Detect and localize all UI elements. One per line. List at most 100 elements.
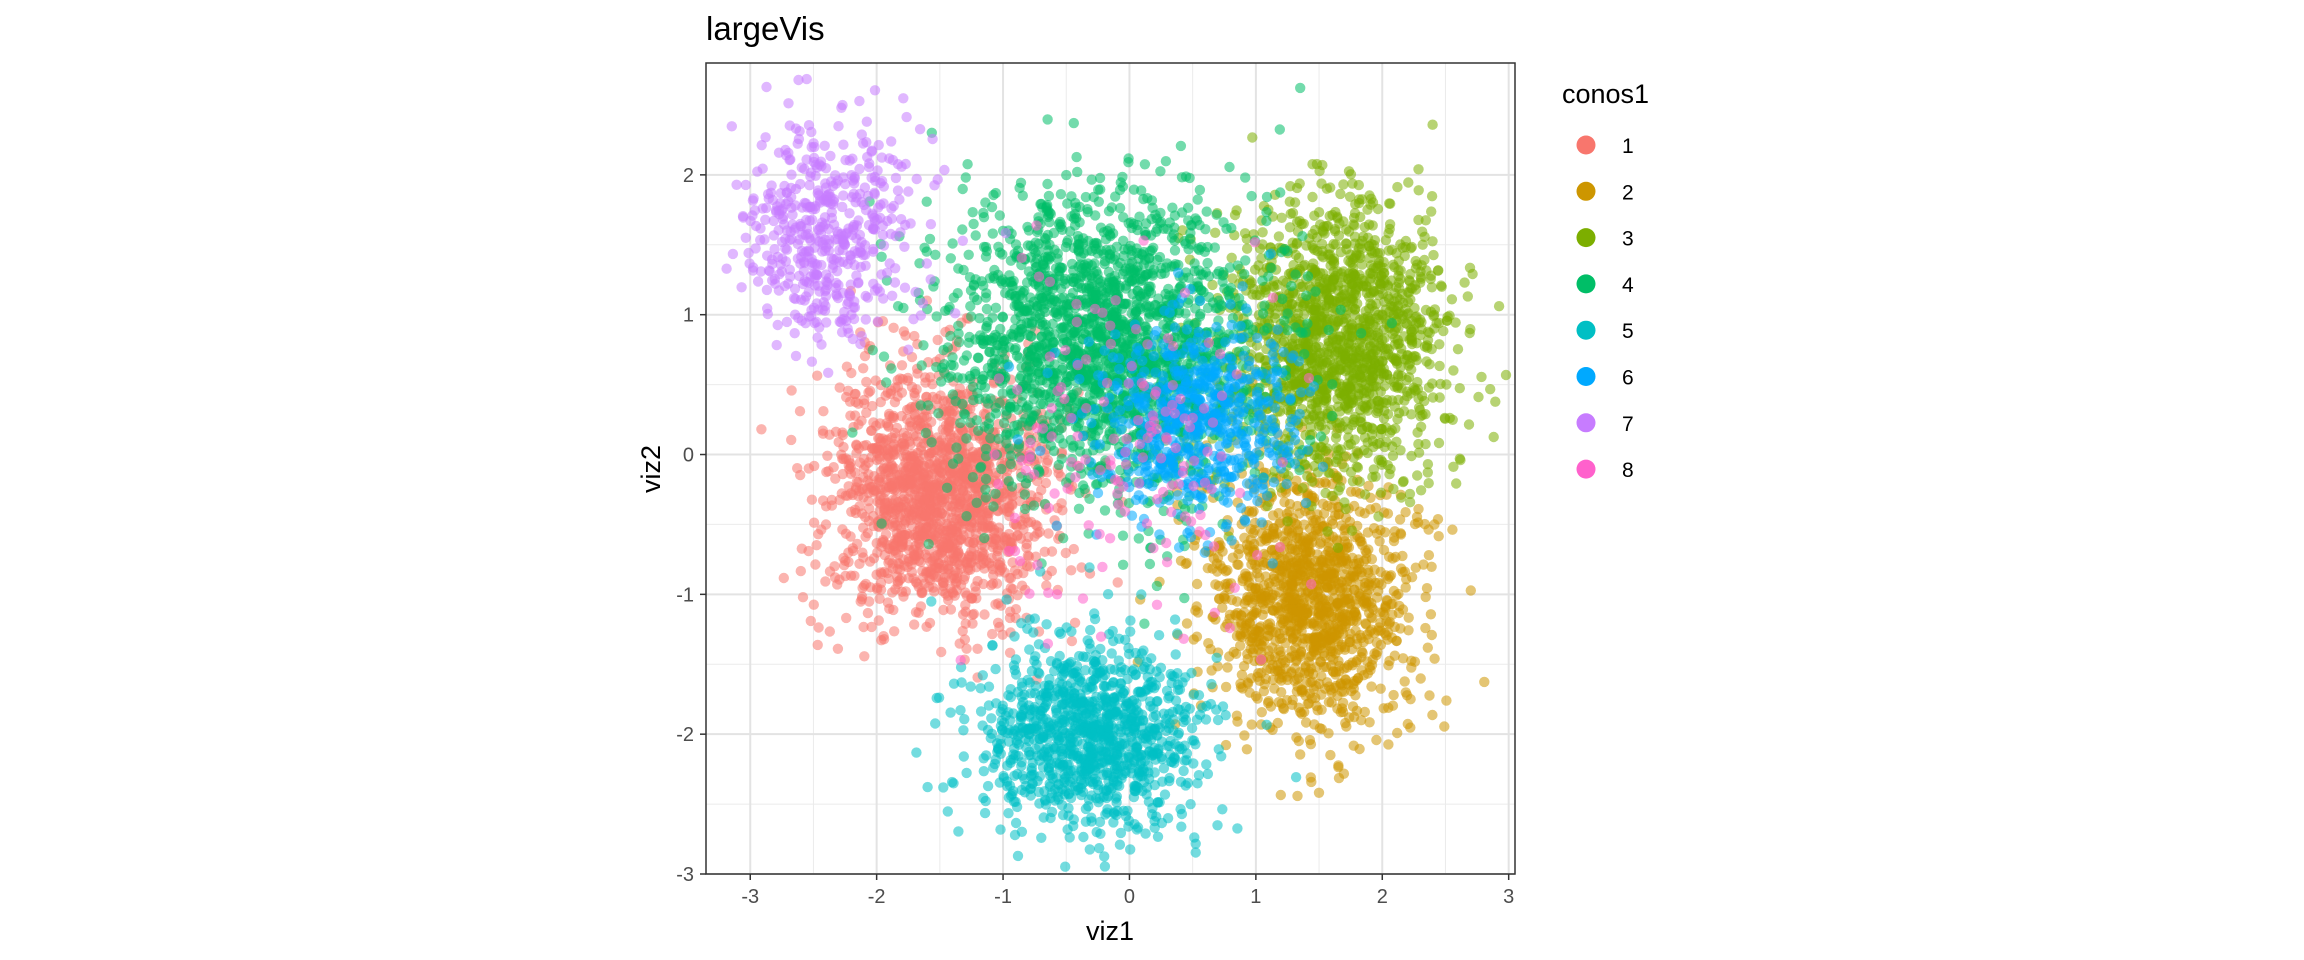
data-point-2 bbox=[1287, 578, 1298, 590]
data-point-1 bbox=[797, 592, 809, 603]
data-point-4 bbox=[1246, 190, 1257, 202]
data-point-4 bbox=[1305, 435, 1316, 446]
data-point-2 bbox=[1479, 676, 1490, 688]
data-point-2 bbox=[1386, 632, 1398, 643]
data-point-2 bbox=[1266, 545, 1278, 556]
data-point-3 bbox=[1330, 370, 1342, 381]
data-point-3 bbox=[1350, 199, 1361, 210]
data-point-2 bbox=[1291, 624, 1302, 635]
data-point-1 bbox=[882, 420, 894, 431]
data-point-1 bbox=[829, 561, 840, 572]
data-point-2 bbox=[1339, 569, 1350, 580]
data-point-1 bbox=[890, 505, 902, 516]
data-point-2 bbox=[1346, 643, 1358, 655]
data-point-3 bbox=[1307, 228, 1318, 240]
data-point-2 bbox=[1336, 639, 1347, 650]
data-point-1 bbox=[953, 547, 964, 559]
data-point-2 bbox=[1330, 629, 1341, 640]
data-point-1 bbox=[979, 609, 990, 620]
data-point-1 bbox=[920, 508, 932, 520]
data-point-3 bbox=[1421, 356, 1432, 367]
data-point-3 bbox=[1366, 193, 1377, 204]
data-point-3 bbox=[1400, 242, 1411, 253]
data-point-1 bbox=[908, 529, 919, 540]
data-point-2 bbox=[1423, 524, 1434, 535]
data-point-1 bbox=[971, 453, 983, 464]
data-point-1 bbox=[899, 491, 910, 502]
data-point-1 bbox=[1002, 506, 1013, 517]
data-point-3 bbox=[1435, 378, 1446, 390]
data-point-3 bbox=[1419, 395, 1430, 407]
data-point-2 bbox=[1358, 636, 1369, 648]
data-point-3 bbox=[1292, 216, 1303, 228]
data-point-2 bbox=[1406, 662, 1417, 673]
data-point-2 bbox=[1244, 687, 1255, 698]
data-point-3 bbox=[1357, 341, 1369, 352]
data-point-1 bbox=[812, 639, 823, 651]
data-point-1 bbox=[949, 467, 960, 478]
data-point-1 bbox=[928, 446, 939, 458]
data-point-2 bbox=[1299, 609, 1310, 620]
data-point-1 bbox=[1005, 606, 1016, 617]
data-point-2 bbox=[1341, 721, 1352, 732]
data-point-3 bbox=[1320, 487, 1331, 499]
data-point-1 bbox=[858, 522, 869, 533]
data-point-3 bbox=[1354, 383, 1365, 394]
data-point-1 bbox=[833, 436, 844, 448]
data-point-1 bbox=[1046, 565, 1058, 577]
data-point-4 bbox=[967, 207, 978, 218]
data-point-2 bbox=[1275, 789, 1287, 801]
data-point-2 bbox=[1308, 618, 1319, 629]
data-point-1 bbox=[923, 581, 935, 592]
data-point-2 bbox=[1332, 597, 1343, 608]
plot-title: largeVis bbox=[706, 10, 825, 47]
data-point-2 bbox=[1304, 651, 1315, 663]
data-point-2 bbox=[1202, 563, 1214, 574]
data-point-2 bbox=[1283, 613, 1294, 624]
data-point-1 bbox=[822, 450, 833, 461]
data-points bbox=[721, 73, 1512, 872]
data-point-3 bbox=[1476, 371, 1487, 383]
data-point-2 bbox=[1385, 598, 1397, 610]
data-point-1 bbox=[829, 572, 841, 583]
data-point-3 bbox=[1364, 303, 1375, 314]
data-point-3 bbox=[1434, 392, 1445, 403]
data-point-3 bbox=[1454, 453, 1466, 464]
data-point-1 bbox=[803, 545, 814, 557]
data-point-1 bbox=[808, 517, 820, 528]
data-point-2 bbox=[1295, 558, 1306, 569]
data-point-1 bbox=[778, 572, 789, 584]
data-point-2 bbox=[1425, 609, 1437, 620]
data-point-1 bbox=[1021, 538, 1032, 550]
data-point-1 bbox=[806, 494, 818, 505]
data-point-2 bbox=[1235, 630, 1246, 642]
data-point-2 bbox=[1321, 601, 1332, 612]
data-point-3 bbox=[1335, 188, 1346, 200]
data-point-3 bbox=[1349, 434, 1361, 445]
data-point-1 bbox=[952, 567, 963, 578]
data-point-3 bbox=[1273, 231, 1285, 242]
data-point-2 bbox=[1299, 633, 1311, 645]
data-point-3 bbox=[1341, 244, 1352, 255]
data-point-3 bbox=[1343, 166, 1355, 177]
data-point-2 bbox=[1387, 609, 1398, 620]
data-point-3 bbox=[1379, 343, 1391, 355]
data-point-3 bbox=[1311, 403, 1322, 414]
data-point-3 bbox=[1384, 198, 1395, 209]
data-point-3 bbox=[1321, 183, 1333, 194]
data-point-3 bbox=[1318, 356, 1329, 367]
data-point-1 bbox=[884, 603, 895, 614]
data-point-1 bbox=[938, 604, 949, 616]
data-point-3 bbox=[1307, 191, 1318, 203]
data-point-3 bbox=[1322, 526, 1333, 537]
data-point-3 bbox=[1346, 319, 1358, 330]
data-point-3 bbox=[1317, 225, 1328, 236]
data-point-4 bbox=[938, 344, 949, 356]
data-point-3 bbox=[1485, 384, 1496, 395]
data-point-4 bbox=[867, 345, 878, 356]
data-point-2 bbox=[1244, 592, 1256, 603]
data-point-1 bbox=[859, 651, 870, 662]
data-point-2 bbox=[1267, 626, 1278, 637]
data-point-1 bbox=[832, 643, 844, 654]
data-point-1 bbox=[986, 579, 997, 591]
